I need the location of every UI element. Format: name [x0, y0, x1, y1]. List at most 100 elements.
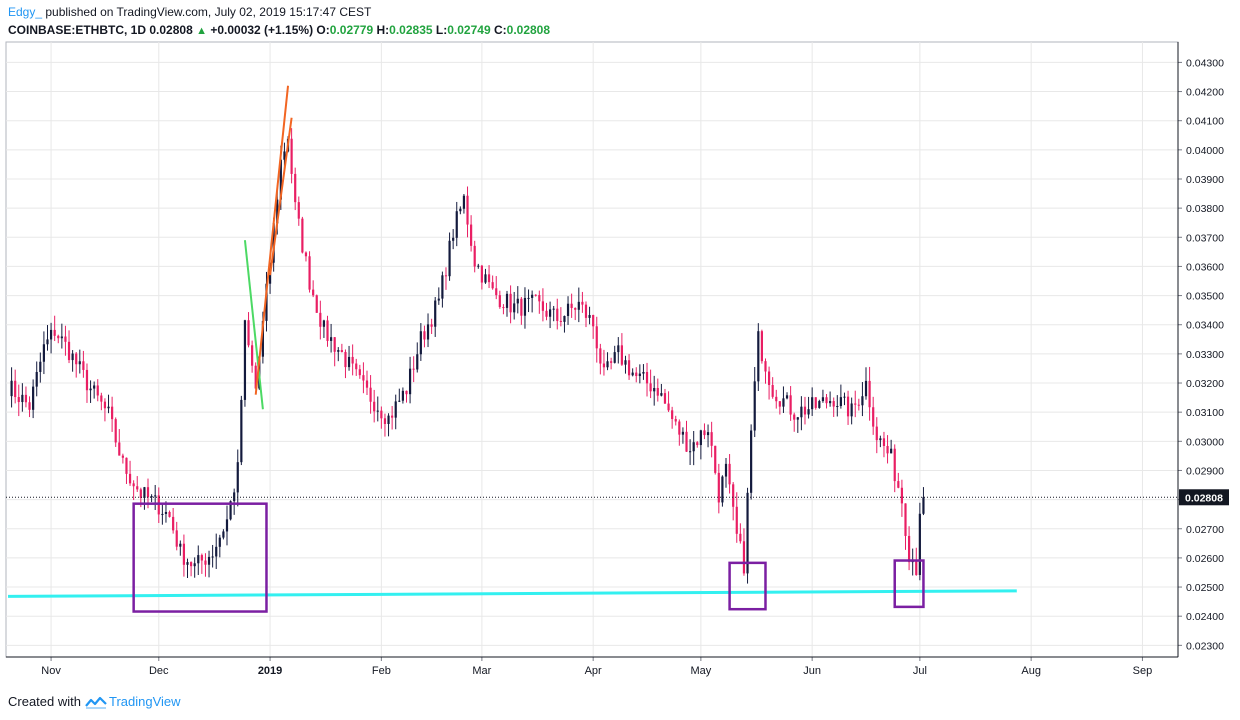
- tradingview-logo-icon: [85, 695, 107, 712]
- y-tick-label: 0.04200: [1186, 87, 1224, 99]
- candle-body: [739, 533, 742, 542]
- candle-body: [620, 345, 623, 365]
- author-name[interactable]: Edgy_: [8, 5, 43, 19]
- x-tick-label: Nov: [41, 665, 61, 677]
- candle-body: [344, 351, 347, 368]
- candle-body: [297, 202, 300, 219]
- candle-body: [387, 415, 390, 425]
- candle-body: [186, 562, 189, 565]
- close-value: 0.02808: [506, 23, 551, 37]
- candle-body: [696, 442, 699, 446]
- plot-frame: [5, 41, 1179, 658]
- chart-axes: Nov Dec 2019 Feb Mar Apr May Jun Jul Aug Sep 0.0230…: [6, 42, 1229, 677]
- candle-body: [721, 476, 724, 503]
- y-tick-label: 0.02300: [1186, 640, 1224, 652]
- candle-body: [455, 211, 458, 238]
- candle-body: [516, 298, 519, 304]
- candle-body: [746, 492, 749, 574]
- candle-body: [803, 406, 807, 415]
- candle-body: [150, 496, 153, 498]
- high-value: 0.02835: [389, 23, 433, 37]
- candle-body: [548, 309, 552, 317]
- candle-body: [470, 224, 473, 246]
- candle-body: [631, 372, 634, 376]
- candle-body: [376, 410, 379, 412]
- chart-annotations-back: [7, 589, 1017, 598]
- candle-body: [477, 265, 480, 267]
- candle-body: [706, 432, 710, 436]
- candle-body: [330, 337, 333, 341]
- candle-body: [168, 511, 171, 517]
- orange-trendline: [254, 85, 290, 395]
- y-tick-label: 0.03500: [1186, 291, 1224, 303]
- x-tick-label: Mar: [472, 665, 491, 677]
- candle-body: [146, 487, 150, 498]
- candle-body: [103, 401, 107, 409]
- high-label: H:: [376, 23, 390, 37]
- candle-body: [64, 336, 67, 342]
- candle-body: [118, 442, 121, 456]
- candle-body: [760, 331, 763, 362]
- candle-body: [872, 407, 875, 427]
- y-tick-label: 0.03400: [1186, 320, 1224, 332]
- up-arrow-icon: ▲: [196, 25, 207, 37]
- candle-body: [570, 303, 573, 308]
- candle-body: [699, 430, 702, 446]
- candle-body: [545, 310, 548, 317]
- candle-body: [864, 380, 868, 397]
- candle-body: [789, 395, 792, 415]
- candle-body: [882, 438, 886, 446]
- candle-body: [240, 399, 243, 463]
- candle-body: [462, 195, 466, 209]
- candle-body: [491, 282, 494, 289]
- candle-body: [247, 320, 250, 346]
- chart-grid: [5, 41, 1179, 658]
- candle-body: [236, 462, 239, 493]
- candle-body: [753, 381, 756, 431]
- candle-body: [394, 401, 397, 418]
- candle-body: [868, 380, 871, 408]
- tradingview-brand[interactable]: TradingView: [108, 694, 181, 709]
- candle-body: [846, 396, 850, 417]
- candle-body: [915, 561, 918, 575]
- candle-body: [893, 448, 896, 482]
- y-tick-label: 0.04300: [1186, 57, 1224, 69]
- candle-body: [251, 345, 254, 366]
- x-tick-label: Apr: [585, 665, 602, 677]
- candle-body: [617, 345, 620, 353]
- x-tick-label: Dec: [149, 665, 169, 677]
- candle-body: [304, 252, 308, 257]
- candle-body: [32, 386, 35, 410]
- candle-body: [78, 361, 81, 365]
- candle-body: [861, 396, 864, 406]
- candle-body: [333, 337, 336, 352]
- candle-body: [839, 397, 842, 407]
- candle-body: [890, 448, 893, 454]
- candle-body: [613, 352, 616, 363]
- candle-body: [222, 531, 225, 538]
- candle-body: [599, 348, 602, 364]
- candle-body: [261, 320, 264, 357]
- candle-body: [189, 562, 193, 567]
- candle-body: [678, 421, 681, 435]
- candle-body: [265, 283, 268, 321]
- candle-body: [505, 293, 509, 308]
- candle-body: [383, 418, 387, 425]
- candle-body: [179, 543, 182, 547]
- x-tick-label: Feb: [372, 665, 391, 677]
- candle-body: [606, 361, 609, 368]
- candle-body: [602, 363, 606, 368]
- chart-annotations: [6, 85, 1178, 613]
- candle-body: [918, 513, 921, 575]
- candle-body: [49, 329, 53, 340]
- candle-body: [254, 365, 257, 389]
- footer: Created with TradingView: [8, 694, 181, 712]
- candle-body: [534, 294, 537, 296]
- price-chart[interactable]: Nov Dec 2019 Feb Mar Apr May Jun Jul Aug Sep 0.0230…: [0, 0, 1240, 690]
- candle-body: [523, 297, 527, 316]
- candle-body: [764, 361, 767, 372]
- x-tick-label: Aug: [1021, 665, 1041, 677]
- candle-body: [57, 335, 60, 339]
- candle-body: [355, 363, 358, 370]
- candle-body: [279, 159, 282, 200]
